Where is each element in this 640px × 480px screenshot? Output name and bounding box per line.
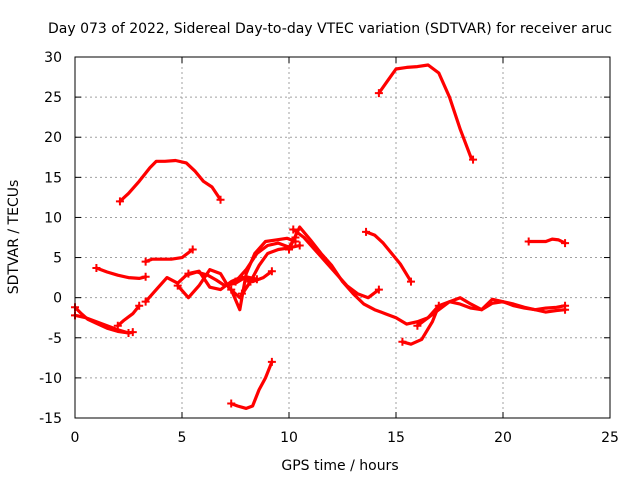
y-tick-label: -5 [48,331,62,347]
series-line-arc-12 [240,243,302,296]
x-tick-label: 0 [71,430,80,446]
x-tick-label: 5 [178,430,187,446]
series-point-arc-2 [124,328,133,337]
series-line-arc-10 [229,236,297,312]
series-point-arc-14 [374,285,383,294]
series-point-arc-14 [289,225,298,234]
series-point-arc-20 [561,239,570,248]
x-tick-label: 10 [280,430,298,446]
series-line-arc-18 [400,304,441,346]
x-tick-label: 15 [387,430,405,446]
y-tick-label: 0 [53,291,62,307]
series-point-arc-8 [173,281,182,290]
series-point-arc-9 [267,267,276,276]
series-point-arc-12 [295,241,304,250]
x-axis-label: GPS time / hours [281,458,398,474]
series-point-arc-19 [413,321,422,330]
series-line-arc-14 [291,227,381,300]
chart-title: Day 073 of 2022, Sidereal Day-to-day VTE… [48,21,612,37]
series-line-arc-6 [118,158,223,203]
series-point-arc-17 [469,155,478,164]
series-line-arc-9 [186,269,274,292]
series-point-arc-12 [237,289,246,298]
series-point-arc-16 [362,227,371,236]
y-tick-label: -15 [39,411,62,427]
y-tick-label: 20 [44,130,62,146]
y-tick-label: 15 [44,170,62,186]
series-point-arc-19 [561,301,570,310]
series-line-arc-2 [73,313,131,335]
series-point-arc-11 [231,277,240,286]
series-point-arc-20 [524,237,533,246]
series-point-arc-18 [398,337,407,346]
series-point-arc-13 [285,245,293,254]
series-line-arc-15 [229,360,274,410]
series-layer [71,63,570,410]
series-line-arc-13 [287,225,567,326]
series-point-arc-4 [113,321,122,330]
x-tick-label: 25 [601,430,619,446]
grid-layer [75,57,610,418]
series-line-arc-17 [377,63,475,162]
series-line-arc-4 [116,304,141,328]
series-point-arc-6 [216,195,225,204]
y-tick-label: 10 [44,210,62,226]
series-point-arc-15 [227,399,236,408]
series-line-arc-5 [144,247,195,264]
tick-layer: 0 5 10 15 20 25 -15 -10 -5 0 5 10 15 20 25 30 [39,50,619,446]
series-line-arc-3 [94,266,148,280]
y-tick-label: 5 [53,251,62,267]
y-tick-label: 30 [44,50,62,66]
series-point-arc-9 [184,269,193,278]
series-point-arc-5 [188,245,197,254]
series-point-arc-5 [141,257,150,266]
series-point-arc-17 [374,89,383,98]
series-line-arc-16 [364,230,413,284]
series-point-arc-3 [141,272,150,281]
x-tick-label: 20 [494,430,512,446]
series-point-arc-4 [135,301,144,310]
series-point-arc-7 [141,297,150,306]
y-tick-label: 25 [44,90,62,106]
series-point-arc-15 [267,357,276,366]
series-point-arc-10 [227,285,236,294]
series-point-arc-6 [115,197,124,206]
series-line-arc-19 [415,296,567,328]
series-point-arc-16 [406,277,415,286]
series-point-arc-3 [92,263,101,272]
y-axis-label: SDTVAR / TECUs [6,180,22,295]
series-line-arc-20 [527,237,567,245]
series-line-arc-8 [176,268,253,300]
plot-frame [74,56,611,419]
y-tick-label: -10 [39,371,62,387]
